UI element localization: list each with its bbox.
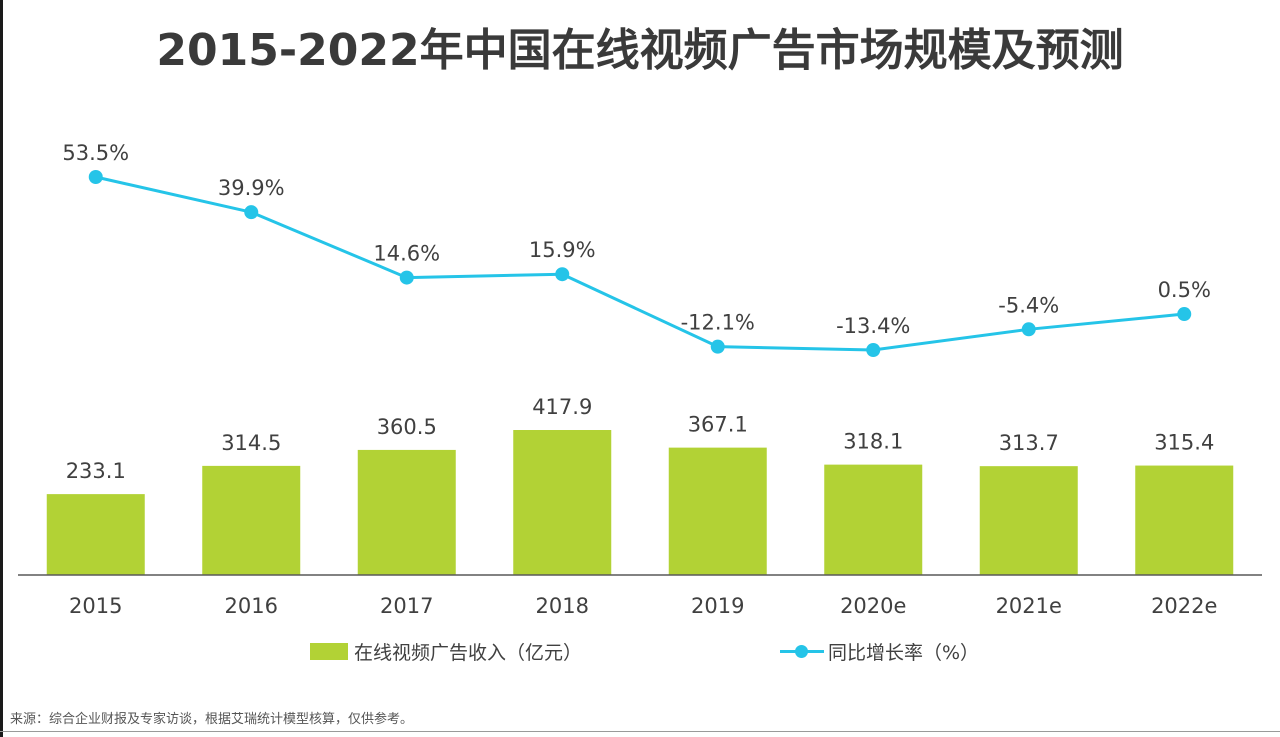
source-note: 来源：综合企业财报及专家访谈，根据艾瑞统计模型核算，仅供参考。	[10, 712, 414, 727]
legend-bar-swatch	[310, 642, 348, 660]
growth-label-2019: -12.1%	[681, 311, 755, 335]
x-tick-label-2016: 2016	[225, 594, 278, 618]
x-tick-label-2022e: 2022e	[1151, 594, 1217, 618]
growth-label-2016: 39.9%	[218, 176, 285, 200]
legend-line-swatch	[780, 643, 824, 660]
bar-value-label-2019: 367.1	[688, 413, 748, 437]
bar-2019	[668, 447, 767, 575]
growth-point-2021e	[1021, 322, 1036, 337]
bar-value-label-2016: 314.5	[221, 431, 281, 455]
bar-value-label-2015: 233.1	[66, 459, 126, 483]
bar-2015	[46, 494, 145, 575]
bar-2020e	[824, 464, 923, 575]
bar-value-label-2018: 417.9	[532, 395, 592, 419]
x-ticks-layer: 2015 2016 2017 2018 2019 2020e 2021e 2022e	[69, 594, 1217, 618]
bar-2016	[202, 465, 301, 575]
bar-2022e	[1135, 465, 1234, 575]
bar-2018	[513, 430, 612, 575]
growth-label-2018: 15.9%	[529, 238, 596, 262]
growth-label-2015: 53.5%	[62, 141, 129, 165]
growth-point-2018	[555, 267, 570, 282]
legend: 在线视频广告收入（亿元） 同比增长率（%）	[0, 636, 1280, 666]
bar-value-label-2021e: 313.7	[999, 431, 1059, 455]
chart-title: 2015-2022年中国在线视频广告市场规模及预测	[156, 25, 1124, 76]
legend-label-revenue: 在线视频广告收入（亿元）	[354, 641, 583, 664]
legend-label-growth: 同比增长率（%）	[828, 641, 980, 664]
growth-point-2022e	[1177, 307, 1192, 322]
growth-point-2015	[88, 170, 103, 184]
growth-label-2022e: 0.5%	[1158, 278, 1211, 302]
bars-layer	[46, 430, 1234, 575]
growth-point-2016	[244, 205, 259, 220]
line-layer	[88, 170, 1192, 357]
x-tick-label-2017: 2017	[380, 594, 433, 618]
bar-value-label-2022e: 315.4	[1154, 431, 1214, 455]
footer-rule	[0, 731, 1280, 732]
bar-labels-layer: 233.1 314.5 360.5 417.9 367.1 318.1 313.7 315.4	[66, 395, 1215, 483]
legend-item-growth: 同比增长率（%）	[780, 636, 979, 666]
growth-label-2020e: -13.4%	[836, 314, 910, 338]
growth-rate-line	[95, 175, 1185, 352]
bar-2021e	[979, 466, 1078, 575]
bar-value-label-2017: 360.5	[377, 415, 437, 439]
x-tick-label-2018: 2018	[536, 594, 589, 618]
growth-point-2017	[399, 270, 414, 285]
x-tick-label-2020e: 2020e	[840, 594, 906, 618]
growth-label-2017: 14.6%	[373, 242, 440, 266]
line-labels-layer: 53.5% 39.9% 14.6% 15.9% -12.1% -13.4% -5.4% 0.5…	[62, 141, 1211, 338]
bar-value-label-2020e: 318.1	[843, 430, 903, 454]
bar-2017	[357, 449, 456, 575]
x-tick-label-2019: 2019	[691, 594, 744, 618]
left-edge-border	[0, 0, 3, 737]
growth-label-2021e: -5.4%	[998, 293, 1059, 317]
growth-point-2020e	[866, 343, 881, 357]
growth-point-2019	[710, 339, 725, 354]
x-tick-label-2015: 2015	[69, 594, 122, 618]
x-tick-label-2021e: 2021e	[996, 594, 1062, 618]
legend-item-revenue: 在线视频广告收入（亿元）	[310, 636, 582, 666]
